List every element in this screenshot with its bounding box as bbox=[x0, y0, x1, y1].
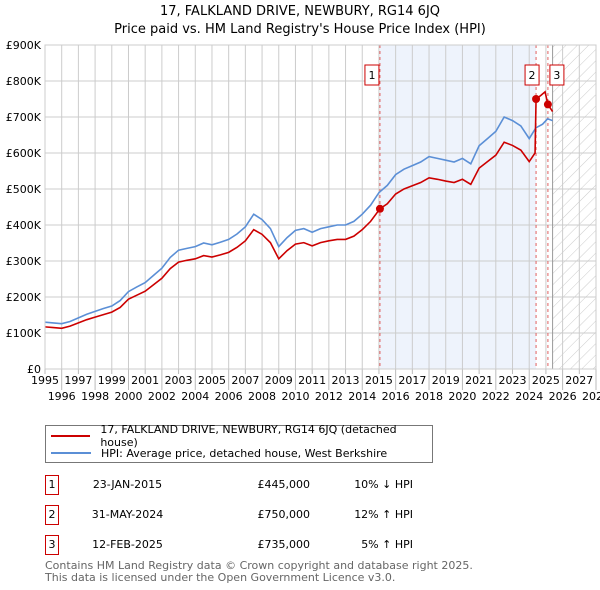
sale-row: 1 23-JAN-2015 £445,000 10% ↓ HPI bbox=[45, 475, 445, 495]
hpi-shaded-period bbox=[379, 45, 537, 369]
x-tick-label: 2017 bbox=[398, 374, 426, 387]
x-tick-label: 2023 bbox=[499, 374, 527, 387]
y-tick-label: £800K bbox=[6, 75, 42, 88]
price-chart: 1995 1996 1997 1998 1999 2000 2001 2002 2003 2004… bbox=[6, 39, 600, 403]
x-tick-label: 2021 bbox=[465, 374, 493, 387]
x-tick-label: 2025 bbox=[532, 374, 560, 387]
sale-date: 31-MAY-2024 bbox=[91, 508, 164, 521]
sale-point bbox=[543, 100, 552, 109]
x-tick-label: 2016 bbox=[382, 390, 410, 403]
chart-title: 17, FALKLAND DRIVE, NEWBURY, RG14 6JQ bbox=[159, 4, 441, 19]
x-tick-label: 2012 bbox=[315, 390, 343, 403]
x-tick-label: 1996 bbox=[48, 390, 76, 403]
sale-hpi: 12% ↑ HPI bbox=[354, 508, 413, 521]
x-tick-label: 2004 bbox=[181, 390, 209, 403]
sale-row: 3 12-FEB-2025 £735,000 5% ↑ HPI bbox=[45, 535, 445, 555]
chart-subtitle: Price paid vs. HM Land Registry's House … bbox=[114, 22, 486, 37]
sale-label: 3 bbox=[553, 69, 560, 82]
x-tick-label: 2007 bbox=[231, 374, 259, 387]
sale-marker: 3 bbox=[45, 535, 59, 555]
y-tick-label: £700K bbox=[6, 111, 42, 124]
legend: 17, FALKLAND DRIVE, NEWBURY, RG14 6JQ (d… bbox=[45, 423, 433, 463]
y-tick-label: £300K bbox=[6, 255, 42, 268]
y-tick-label: £500K bbox=[6, 183, 42, 196]
sale-hpi: 10% ↓ HPI bbox=[354, 478, 413, 491]
y-tick-label: £900K bbox=[6, 39, 42, 52]
sale-row: 2 31-MAY-2024 £750,000 12% ↑ HPI bbox=[45, 505, 445, 525]
x-tick-label: 2028 bbox=[582, 390, 600, 403]
x-tick-label: 2019 bbox=[432, 374, 460, 387]
x-tick-label: 1998 bbox=[81, 390, 109, 403]
y-tick-label: £200K bbox=[6, 291, 42, 304]
legend-swatch-hpi bbox=[51, 452, 91, 454]
x-tick-label: 1999 bbox=[98, 374, 126, 387]
sale-point bbox=[532, 95, 541, 103]
footer-copyright: Contains HM Land Registry data © Crown c… bbox=[45, 559, 473, 572]
sale-price: £445,000 bbox=[257, 478, 311, 491]
sale-label: 1 bbox=[368, 69, 375, 82]
sale-hpi: 5% ↑ HPI bbox=[361, 538, 413, 551]
x-tick-label: 2009 bbox=[265, 374, 293, 387]
x-tick-label: 2003 bbox=[165, 374, 193, 387]
plot-border bbox=[44, 44, 597, 370]
x-tick-label: 2010 bbox=[281, 390, 309, 403]
x-tick-label: 2008 bbox=[248, 390, 276, 403]
x-tick-label: 2018 bbox=[415, 390, 443, 403]
legend-label-property: 17, FALKLAND DRIVE, NEWBURY, RG14 6JQ (d… bbox=[100, 423, 397, 449]
x-tick-label: 2026 bbox=[549, 390, 577, 403]
x-tick-label: 2001 bbox=[131, 374, 159, 387]
x-tick-label: 2014 bbox=[348, 390, 376, 403]
sale-label-box bbox=[524, 64, 540, 86]
sale-date: 12-FEB-2025 bbox=[92, 538, 163, 551]
sale-marker: 1 bbox=[45, 475, 59, 495]
sale-label: 2 bbox=[529, 69, 536, 82]
sale-marker: 2 bbox=[45, 505, 59, 525]
forecast-hatch bbox=[552, 45, 596, 369]
sale-point bbox=[375, 204, 384, 213]
x-tick-label: 2020 bbox=[448, 390, 476, 403]
legend-swatch-property bbox=[51, 435, 91, 437]
footer-licence: This data is licensed under the Open Gov… bbox=[45, 571, 396, 584]
sale-price: £750,000 bbox=[257, 508, 311, 521]
x-tick-label: 2027 bbox=[565, 374, 593, 387]
x-tick-label: 2005 bbox=[198, 374, 226, 387]
property-price-line bbox=[45, 90, 554, 330]
sale-label-box bbox=[364, 64, 380, 86]
y-tick-label: £100K bbox=[6, 327, 42, 340]
hpi-line bbox=[45, 115, 553, 325]
x-tick-label: 2000 bbox=[114, 390, 142, 403]
sale-label-box bbox=[549, 64, 565, 86]
x-tick-label: 2011 bbox=[298, 374, 326, 387]
legend-label-hpi: HPI: Average price, detached house, West… bbox=[101, 446, 388, 460]
x-tick-label: 1995 bbox=[31, 374, 59, 387]
y-tick-label: £600K bbox=[6, 147, 42, 160]
x-tick-label: 2006 bbox=[215, 390, 243, 403]
x-tick-label: 2024 bbox=[515, 390, 543, 403]
x-tick-label: 2022 bbox=[482, 390, 510, 403]
sale-date: 23-JAN-2015 bbox=[92, 478, 163, 491]
sale-price: £735,000 bbox=[257, 538, 311, 551]
x-tick-label: 2015 bbox=[365, 374, 393, 387]
x-tick-label: 1997 bbox=[64, 374, 92, 387]
x-tick-label: 2013 bbox=[332, 374, 360, 387]
x-tick-label: 2002 bbox=[148, 390, 176, 403]
y-tick-label: £400K bbox=[6, 219, 42, 232]
y-tick-label: £0 bbox=[27, 363, 41, 376]
